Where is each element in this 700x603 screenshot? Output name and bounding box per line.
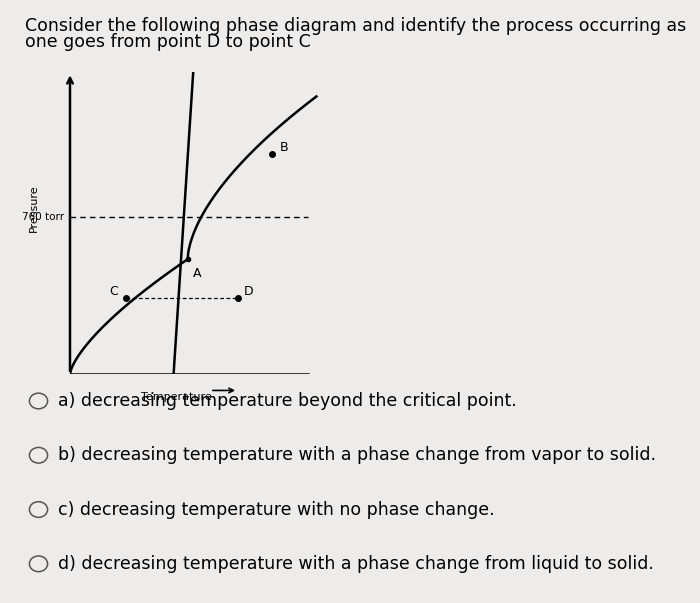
Text: Pressure: Pressure [29, 185, 38, 232]
Text: b) decreasing temperature with a phase change from vapor to solid.: b) decreasing temperature with a phase c… [58, 446, 656, 464]
Text: B: B [280, 140, 288, 154]
Text: c) decreasing temperature with no phase change.: c) decreasing temperature with no phase … [58, 500, 495, 519]
Text: Temperature: Temperature [141, 392, 212, 402]
Text: Consider the following phase diagram and identify the process occurring as: Consider the following phase diagram and… [25, 17, 686, 35]
Text: D: D [244, 285, 253, 298]
Text: C: C [109, 285, 118, 298]
Text: 760 torr: 760 torr [22, 212, 64, 222]
Text: a) decreasing temperature beyond the critical point.: a) decreasing temperature beyond the cri… [58, 392, 517, 410]
Text: d) decreasing temperature with a phase change from liquid to solid.: d) decreasing temperature with a phase c… [58, 555, 654, 573]
Text: A: A [193, 267, 202, 280]
Text: one goes from point D to point C: one goes from point D to point C [25, 33, 310, 51]
